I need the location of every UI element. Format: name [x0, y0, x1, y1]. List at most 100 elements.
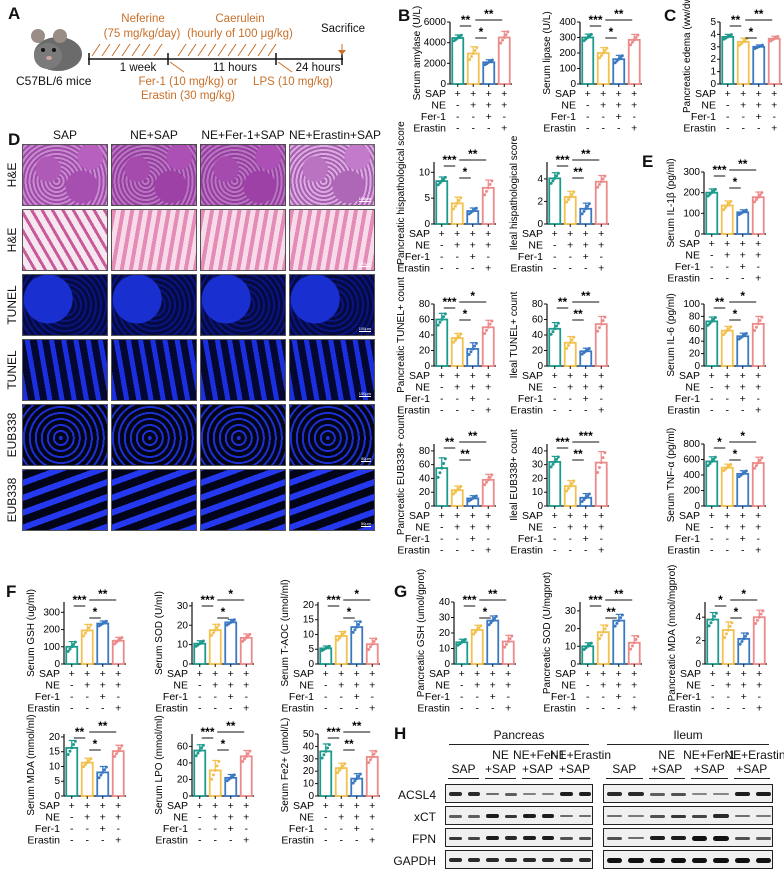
data-point	[113, 754, 117, 758]
condition-value: -	[633, 691, 637, 703]
y-tick-label: 5	[710, 17, 716, 28]
data-point	[712, 317, 716, 321]
data-point	[459, 332, 463, 336]
y-tick-label: 40	[177, 758, 189, 769]
bar-chart-c1: Pancreatic edema (ww/dw) 0 1 2 3 4 5 ** * ** SAP + +…	[670, 0, 784, 155]
condition-value: +	[505, 680, 511, 692]
y-axis-label: Serum SOD (U/ml)	[154, 591, 165, 675]
condition-row-label: Fer-1	[518, 251, 543, 263]
data-point	[241, 760, 245, 764]
group-label-line2: +SAP	[736, 762, 768, 776]
significance-marker: *	[347, 605, 352, 619]
data-point	[708, 321, 712, 325]
condition-row-label: Fer-1	[425, 691, 450, 703]
data-point	[605, 46, 609, 50]
y-axis-label: Pancreatic SOD (U/mgprot)	[542, 572, 553, 694]
condition-value: -	[460, 691, 464, 703]
condition-value: +	[755, 238, 761, 250]
y-tick-label: 40	[419, 330, 431, 341]
condition-value: +	[583, 228, 589, 240]
condition-value: -	[440, 240, 444, 252]
y-tick-label: 0	[308, 791, 314, 802]
data-point	[475, 628, 479, 632]
condition-row-label: SAP	[167, 668, 188, 680]
mouse-strain-label: C57BL/6 mice	[16, 74, 92, 88]
condition-value: +	[756, 111, 762, 123]
data-point	[471, 347, 475, 351]
condition-value: -	[757, 393, 761, 405]
condition-value: +	[454, 370, 460, 382]
condition-row-label: Fer-1	[675, 533, 700, 545]
micrograph-row-label: H&E	[5, 162, 19, 188]
condition-value: -	[324, 703, 328, 715]
condition-row-label: Erastin	[667, 545, 700, 557]
condition-value: -	[440, 405, 444, 417]
significance-marker: **	[468, 429, 478, 443]
data-point	[709, 621, 713, 625]
data-point	[469, 55, 473, 59]
condition-value: +	[490, 668, 496, 680]
bar	[736, 40, 750, 85]
condition-value: +	[583, 533, 589, 545]
data-point	[508, 637, 512, 641]
condition-value: -	[569, 405, 573, 417]
data-point	[555, 457, 559, 461]
condition-value: +	[490, 691, 496, 703]
data-point	[630, 40, 634, 44]
micrograph-image	[111, 469, 197, 531]
condition-value: +	[740, 250, 746, 262]
condition-value: +	[354, 680, 360, 692]
condition-row-label: Erastin	[155, 703, 188, 715]
condition-value: -	[229, 835, 233, 847]
micrograph-column-label: NE+Fer-1+SAP	[201, 128, 285, 142]
condition-value: +	[454, 382, 460, 394]
protein-band	[504, 792, 517, 796]
data-point	[337, 768, 341, 772]
condition-value: -	[198, 835, 202, 847]
y-tick-label: 400	[683, 470, 700, 481]
protein-label: GAPDH	[393, 854, 436, 868]
condition-value: -	[440, 545, 444, 557]
condition-value: +	[567, 522, 573, 534]
data-point	[459, 484, 463, 488]
significance-marker: **	[461, 13, 471, 27]
data-point	[506, 640, 510, 644]
condition-value: -	[553, 240, 557, 252]
significance-marker: **	[738, 157, 748, 171]
condition-value: -	[471, 405, 475, 417]
data-point	[582, 498, 586, 502]
condition-value: +	[369, 680, 375, 692]
y-tick-label: 10	[532, 487, 544, 498]
condition-value: -	[586, 703, 590, 715]
condition-value: -	[101, 835, 105, 847]
significance-marker: *	[354, 587, 359, 601]
data-point	[483, 332, 487, 336]
data-point	[486, 325, 490, 329]
data-point	[566, 344, 570, 348]
protein-band	[734, 815, 750, 817]
condition-value: +	[243, 668, 249, 680]
condition-value: -	[70, 703, 74, 715]
data-point	[729, 33, 733, 37]
data-point	[589, 32, 593, 36]
protein-band	[467, 836, 480, 840]
significance-marker: *	[228, 587, 233, 601]
bar-chart-f5: Serum LPO (mmol/ml) 0 20 40 60 *** * ** SAP + + + + N…	[142, 715, 260, 867]
bar	[548, 177, 562, 225]
condition-value: +	[212, 800, 218, 812]
group-label-line1: NE+Fer-1	[513, 748, 566, 762]
condition-row-label: NE	[701, 100, 716, 112]
condition-value: +	[552, 370, 558, 382]
micrograph-image: 100μm	[289, 144, 375, 206]
condition-value: -	[117, 823, 121, 835]
protein-band	[578, 792, 591, 796]
condition-value: -	[727, 691, 731, 703]
condition-value: -	[710, 273, 714, 285]
condition-value: +	[631, 123, 637, 135]
condition-value: -	[757, 533, 761, 545]
data-point	[629, 43, 633, 47]
group-label-line2: +SAP	[651, 762, 683, 776]
data-point	[634, 638, 638, 642]
bar	[752, 45, 766, 85]
bar-chart-d1: Pancreatic hispathological score 0 5 10 *** *…	[384, 121, 502, 295]
